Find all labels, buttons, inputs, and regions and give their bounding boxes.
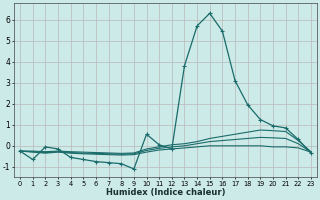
- X-axis label: Humidex (Indice chaleur): Humidex (Indice chaleur): [106, 188, 225, 197]
